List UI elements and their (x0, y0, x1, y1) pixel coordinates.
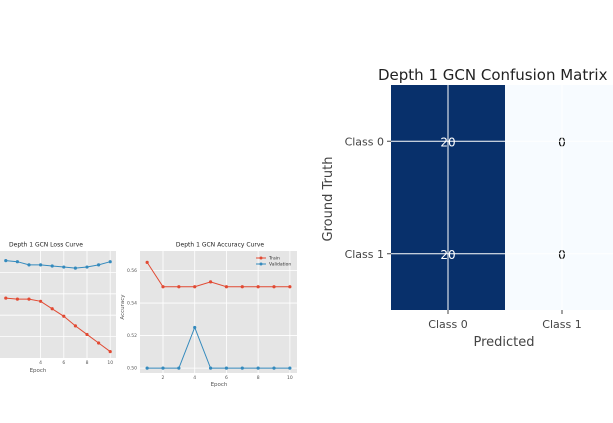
data-point (73, 324, 77, 328)
accuracy-y-axis-label: Accuracy (120, 294, 126, 320)
data-point (161, 285, 165, 289)
x-tick-label: Class 1 (542, 318, 581, 331)
data-point (288, 285, 292, 289)
loss-series (4, 259, 112, 354)
data-point (224, 285, 229, 289)
y-tick-label: Class 1 (345, 248, 384, 261)
data-point (256, 285, 260, 289)
x-tick-label: 10 (287, 375, 293, 381)
series-line (146, 262, 290, 288)
data-point (145, 260, 149, 264)
loss-curve-chart: Depth 1 GCN Loss Curve 4 6 8 10 Epoch (0, 242, 116, 374)
confusion-x-tick-labels: Class 0 Class 1 (428, 318, 581, 331)
series-line (5, 260, 111, 269)
accuracy-x-ticks: 2 4 6 8 10 (162, 375, 293, 381)
data-point (193, 285, 197, 289)
y-tick-label: 0.50 (127, 366, 137, 372)
confusion-matrix-title: Depth 1 GCN Confusion Matrix (378, 66, 608, 84)
loss-plot-area (0, 251, 116, 358)
x-tick-label: Class 0 (428, 318, 467, 331)
accuracy-plot-area (140, 251, 297, 373)
data-point (97, 263, 101, 267)
data-point (85, 265, 89, 269)
data-point (27, 297, 31, 301)
loss-x-axis-label: Epoch (30, 368, 47, 374)
data-point (4, 259, 8, 263)
legend-label: Train (268, 256, 280, 262)
data-point (15, 297, 19, 301)
accuracy-chart-title: Depth 1 GCN Accuracy Curve (176, 242, 264, 249)
data-point (272, 366, 276, 370)
loss-x-ticks: 4 6 8 10 (39, 360, 113, 366)
x-tick-label: 8 (86, 360, 89, 366)
x-tick-label: 10 (107, 360, 113, 366)
data-point (50, 307, 54, 311)
accuracy-series (145, 260, 292, 370)
x-tick-label: 6 (62, 360, 65, 366)
data-point (177, 366, 181, 370)
legend-label: Validation (269, 262, 291, 268)
data-point (208, 366, 213, 370)
x-tick-label: 4 (39, 360, 42, 366)
data-point (108, 260, 112, 264)
accuracy-x-axis-label: Epoch (211, 382, 228, 388)
confusion-y-tick-labels: Class 0 Class 1 (345, 135, 384, 261)
confusion-matrix-grid (387, 85, 613, 314)
data-point (224, 366, 229, 370)
data-point (85, 332, 89, 337)
data-point (15, 260, 19, 264)
data-point (177, 285, 181, 289)
data-point (272, 285, 276, 289)
data-point (4, 296, 8, 300)
loss-grid (0, 251, 116, 358)
data-point (73, 266, 77, 270)
loss-chart-title: Depth 1 GCN Loss Curve (9, 242, 83, 249)
data-point (62, 265, 66, 269)
series-line (5, 297, 111, 352)
data-point (50, 264, 54, 268)
data-point (240, 366, 244, 370)
data-point (108, 349, 112, 354)
x-tick-label: 2 (162, 375, 165, 381)
y-tick-label: 0.54 (127, 301, 137, 307)
x-tick-label: 8 (257, 375, 260, 381)
data-point (97, 341, 101, 345)
data-point (240, 285, 244, 289)
confusion-matrix-chart: Depth 1 GCN Confusion Matrix Ground Trut… (321, 66, 613, 350)
legend-marker (259, 262, 263, 266)
confusion-matrix-cells: 200200 (391, 85, 613, 310)
data-point (39, 299, 43, 303)
y-tick-label: 0.52 (127, 333, 137, 339)
data-point (193, 325, 197, 330)
data-point (256, 366, 260, 370)
accuracy-y-ticks: 0.50 0.52 0.54 0.56 (127, 268, 137, 372)
x-tick-label: 6 (225, 375, 228, 381)
y-tick-label: Class 0 (345, 135, 384, 148)
y-tick-label: 0.56 (127, 268, 137, 274)
data-point (161, 366, 165, 370)
accuracy-curve-chart: Depth 1 GCN Accuracy Curve Accuracy 2 4 6 8… (120, 242, 297, 388)
data-point (39, 263, 43, 267)
data-point (208, 280, 213, 284)
data-point (62, 314, 66, 318)
data-point (145, 366, 149, 370)
data-point (288, 366, 292, 370)
x-tick-label: 4 (193, 375, 196, 381)
confusion-x-axis-label: Predicted (473, 335, 534, 350)
series-line (147, 326, 290, 369)
legend-marker (259, 256, 263, 260)
data-point (27, 263, 31, 267)
confusion-y-axis-label: Ground Truth (321, 157, 336, 242)
